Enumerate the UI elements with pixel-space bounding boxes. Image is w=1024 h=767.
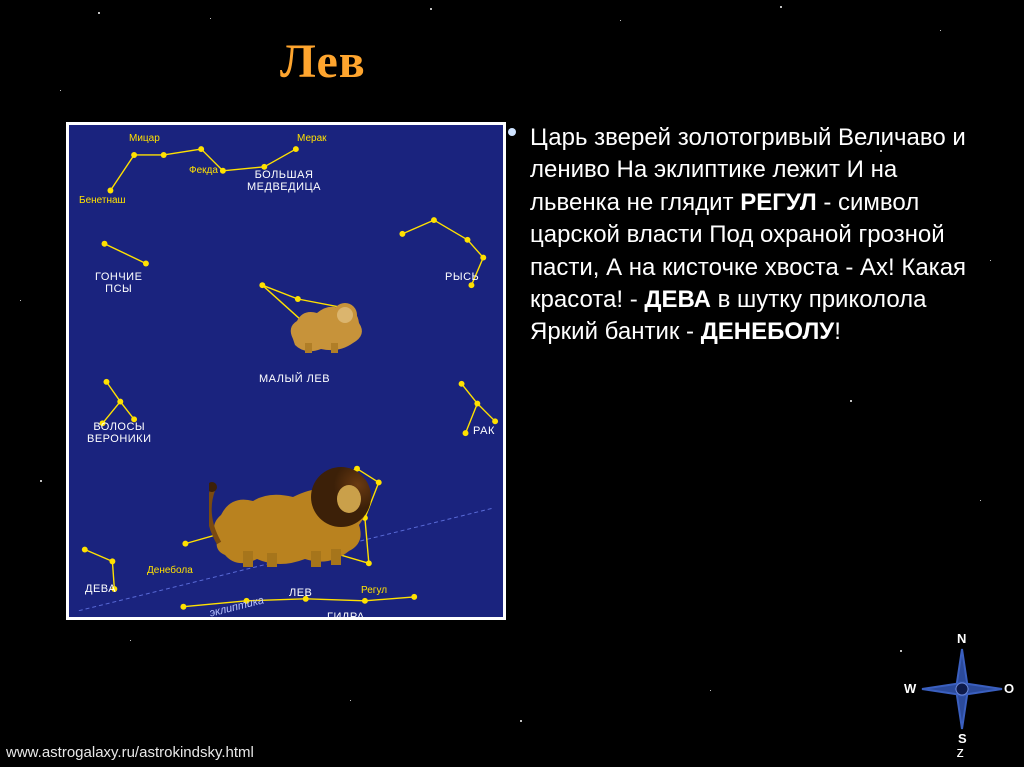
star-label: Денебола — [147, 565, 193, 576]
constellation-label-leo_minor: МАЛЫЙ ЛЕВ — [259, 373, 330, 385]
compass-n: N — [957, 631, 966, 646]
lion-cub-image — [287, 293, 367, 355]
constellation-label-leo: ЛЕВ — [289, 587, 312, 599]
constellation-label-lynx: РЫСЬ — [445, 271, 479, 283]
compass-icon: N O S W — [918, 645, 1006, 733]
constellation-label-cancer: РАК — [473, 425, 495, 437]
constellation-label-big_dipper: БОЛЬШАЯМЕДВЕДИЦА — [247, 169, 321, 193]
star-label: Мицар — [129, 133, 160, 144]
constellation-chart: БОЛЬШАЯМЕДВЕДИЦА Бенетнаш Мицар Фекда Мерак Г… — [66, 122, 506, 620]
lion-image — [209, 455, 379, 570]
footer-z: z — [957, 744, 965, 761]
compass-e: O — [1004, 681, 1014, 696]
star-label: Бенетнаш — [79, 195, 126, 206]
bullet-icon — [508, 128, 516, 136]
footer-url: www.astrogalaxy.ru/astrokindsky.html — [6, 744, 254, 761]
constellation-label-virgo: ДЕВА — [85, 583, 116, 595]
star-label: Регул — [361, 585, 387, 596]
compass-w: W — [904, 681, 916, 696]
compass-s: S — [958, 731, 967, 746]
constellation-label-hounds: ГОНЧИЕПСЫ — [95, 271, 142, 295]
constellation-label-hydra: ГИДРА — [327, 611, 365, 620]
poem-text: Царь зверей золотогривый Величаво и лени… — [530, 122, 990, 349]
star-label: Мерак — [297, 133, 327, 144]
star-label: Фекда — [189, 165, 218, 176]
constellation-label-coma: ВОЛОСЫВЕРОНИКИ — [87, 421, 152, 445]
slide-title: Лев — [280, 34, 366, 89]
